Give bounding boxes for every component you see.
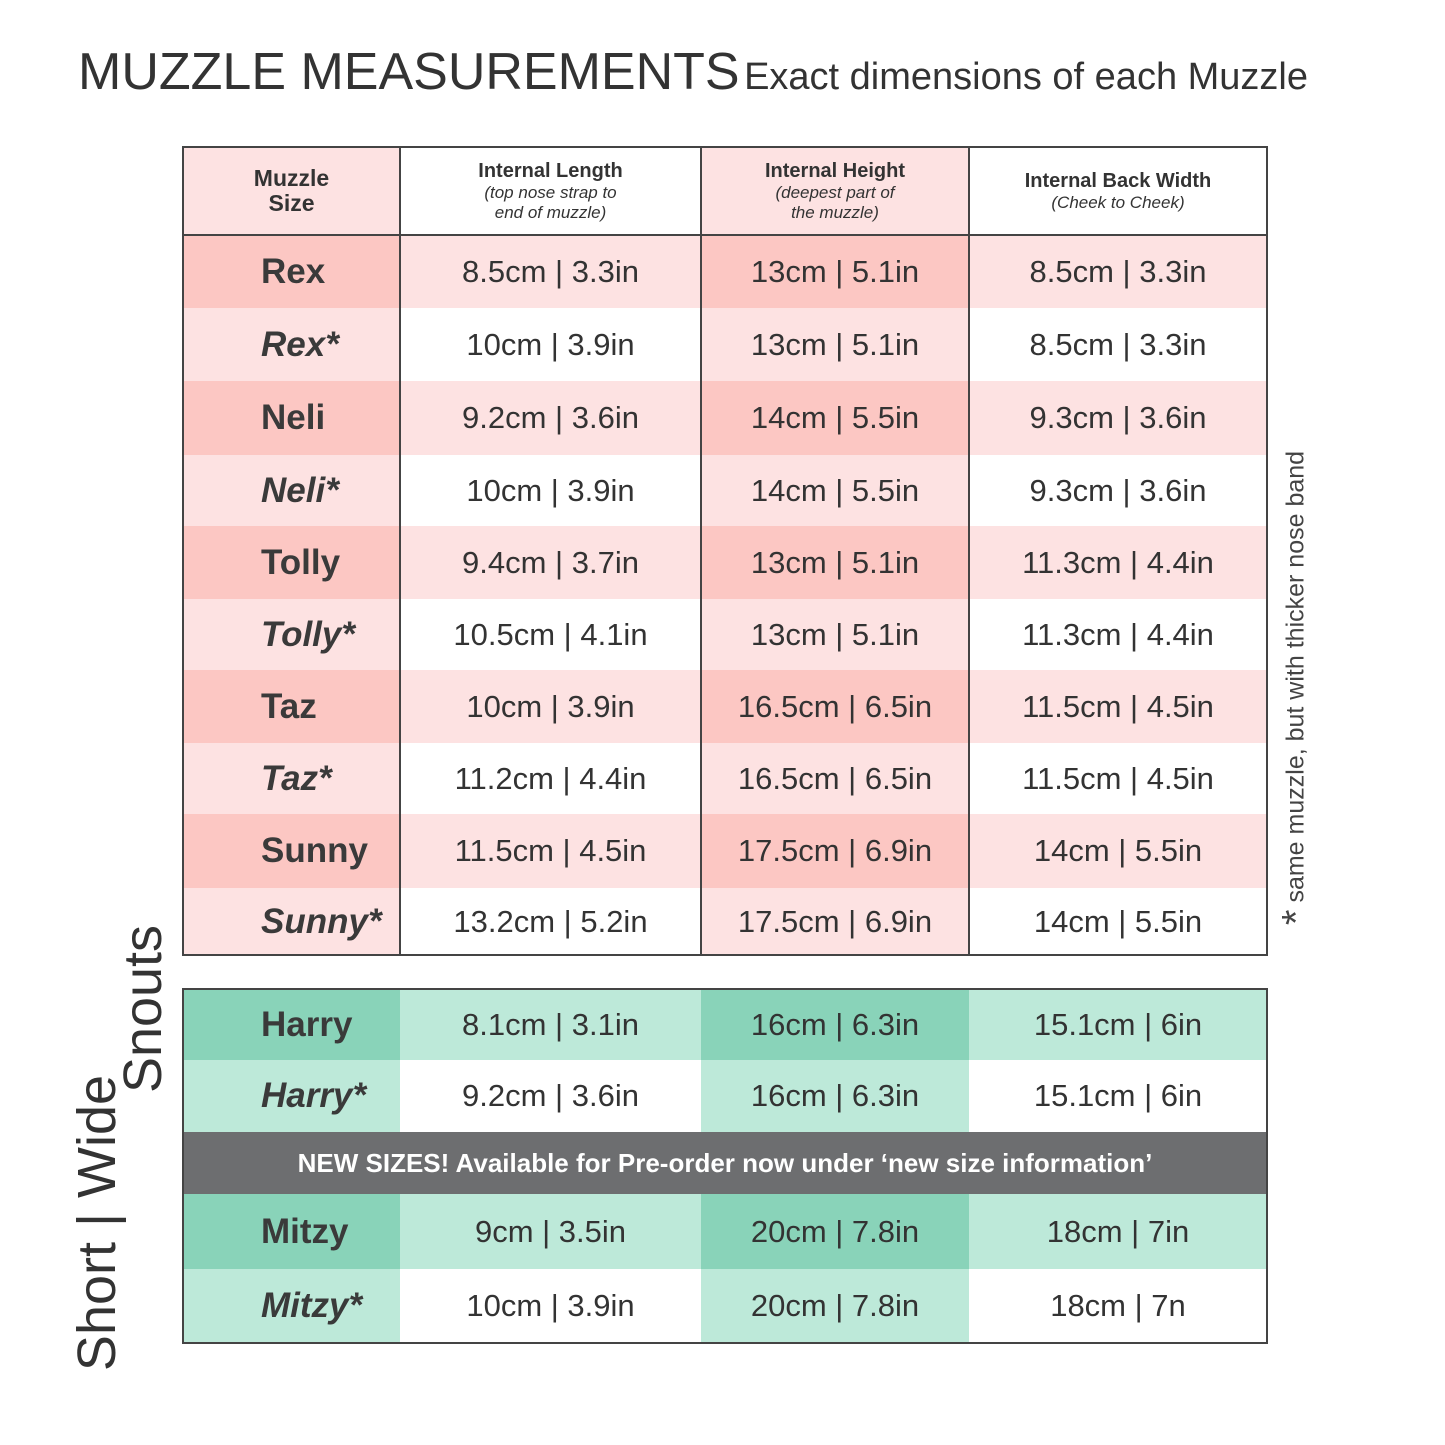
measurement: 11.2cm | 4.4in xyxy=(400,743,701,814)
size-name: Tolly xyxy=(183,526,400,599)
column-note: (top nose strap to end of muzzle) xyxy=(484,183,617,222)
column-header: Muzzle Size xyxy=(183,147,400,235)
measurement: 13cm | 5.1in xyxy=(701,235,969,308)
column-title: Internal Height xyxy=(764,160,905,182)
size-name: Sunny* xyxy=(183,888,400,955)
banner: NEW SIZES! Available for Pre-order now u… xyxy=(183,1132,1267,1194)
column-divider xyxy=(399,147,401,955)
measurement: 8.5cm | 3.3in xyxy=(969,235,1267,308)
measurement: 16cm | 6.3in xyxy=(701,989,969,1060)
measurement: 9.2cm | 3.6in xyxy=(400,1060,701,1132)
column-title: Internal Length xyxy=(478,160,623,182)
table-border xyxy=(182,146,1268,956)
measurement: 11.5cm | 4.5in xyxy=(400,814,701,888)
measurement: 11.3cm | 4.4in xyxy=(969,526,1267,599)
measurement: 9.4cm | 3.7in xyxy=(400,526,701,599)
measurement: 8.1cm | 3.1in xyxy=(400,989,701,1060)
column-divider xyxy=(968,147,970,955)
measurement: 17.5cm | 6.9in xyxy=(701,888,969,955)
side-label-line: Short | Wide xyxy=(67,1074,127,1372)
measurement: 9.2cm | 3.6in xyxy=(400,381,701,455)
measurement: 14cm | 5.5in xyxy=(969,888,1267,955)
size-name: Taz* xyxy=(183,743,400,814)
size-name: Rex xyxy=(183,235,400,308)
measurement: 10.5cm | 4.1in xyxy=(400,599,701,670)
title: MUZZLE MEASUREMENTS xyxy=(78,43,740,101)
measurement: 10cm | 3.9in xyxy=(400,670,701,743)
measurement: 20cm | 7.8in xyxy=(701,1194,969,1269)
size-name: Rex* xyxy=(183,308,400,381)
column-note: (Cheek to Cheek) xyxy=(1051,193,1185,212)
side-label: Short | Wide Snouts xyxy=(67,925,173,1372)
header-divider xyxy=(183,234,1267,236)
size-name: Sunny xyxy=(183,814,400,888)
measurement: 13cm | 5.1in xyxy=(701,526,969,599)
side-note-text: same muzzle, but with thicker nose band xyxy=(1281,450,1310,903)
column-header: Internal Back Width (Cheek to Cheek) xyxy=(969,147,1267,235)
heading: MUZZLE MEASUREMENTS Exact dimensions of … xyxy=(78,42,1308,102)
measurement: 13cm | 5.1in xyxy=(701,308,969,381)
column-divider xyxy=(700,147,702,955)
measurement: 11.3cm | 4.4in xyxy=(969,599,1267,670)
subtitle: Exact dimensions of each Muzzle xyxy=(744,56,1308,98)
measurement: 8.5cm | 3.3in xyxy=(969,308,1267,381)
column-title: Internal Back Width xyxy=(1024,170,1212,192)
measurement: 9.3cm | 3.6in xyxy=(969,455,1267,526)
measurement: 14cm | 5.5in xyxy=(701,455,969,526)
measurement: 15.1cm | 6in xyxy=(969,989,1267,1060)
measurement: 10cm | 3.9in xyxy=(400,1269,701,1343)
table-border xyxy=(182,988,1268,1344)
column-header: Internal Length (top nose strap to end of… xyxy=(400,147,701,235)
size-name: Tolly* xyxy=(183,599,400,670)
size-name: Taz xyxy=(183,670,400,743)
measurement: 18cm | 7n xyxy=(969,1269,1267,1343)
measurement: 11.5cm | 4.5in xyxy=(969,743,1267,814)
size-name: Mitzy* xyxy=(183,1269,400,1343)
size-name: Neli* xyxy=(183,455,400,526)
measurement: 16.5cm | 6.5in xyxy=(701,743,969,814)
column-note: (deepest part of the muzzle) xyxy=(775,183,895,222)
size-name: Mitzy xyxy=(183,1194,400,1269)
column-title: Muzzle Size xyxy=(253,165,330,216)
size-name: Harry xyxy=(183,989,400,1060)
measurement: 14cm | 5.5in xyxy=(701,381,969,455)
measurement: 9.3cm | 3.6in xyxy=(969,381,1267,455)
side-note: * same muzzle, but with thicker nose ban… xyxy=(1275,451,1320,925)
measurement: 15.1cm | 6in xyxy=(969,1060,1267,1132)
measurement: 13cm | 5.1in xyxy=(701,599,969,670)
measurement: 11.5cm | 4.5in xyxy=(969,670,1267,743)
size-name: Harry* xyxy=(183,1060,400,1132)
measurement: 10cm | 3.9in xyxy=(400,308,701,381)
column-header: Internal Height (deepest part of the muzz… xyxy=(701,147,969,235)
measurement: 16.5cm | 6.5in xyxy=(701,670,969,743)
measurement: 9cm | 3.5in xyxy=(400,1194,701,1269)
measurement: 10cm | 3.9in xyxy=(400,455,701,526)
measurement: 20cm | 7.8in xyxy=(701,1269,969,1343)
measurement: 8.5cm | 3.3in xyxy=(400,235,701,308)
measurement: 16cm | 6.3in xyxy=(701,1060,969,1132)
measurement: 14cm | 5.5in xyxy=(969,814,1267,888)
side-note-mark: * xyxy=(1274,909,1319,926)
measurement: 13.2cm | 5.2in xyxy=(400,888,701,955)
measurement: 17.5cm | 6.9in xyxy=(701,814,969,888)
size-name: Neli xyxy=(183,381,400,455)
measurement: 18cm | 7in xyxy=(969,1194,1267,1269)
